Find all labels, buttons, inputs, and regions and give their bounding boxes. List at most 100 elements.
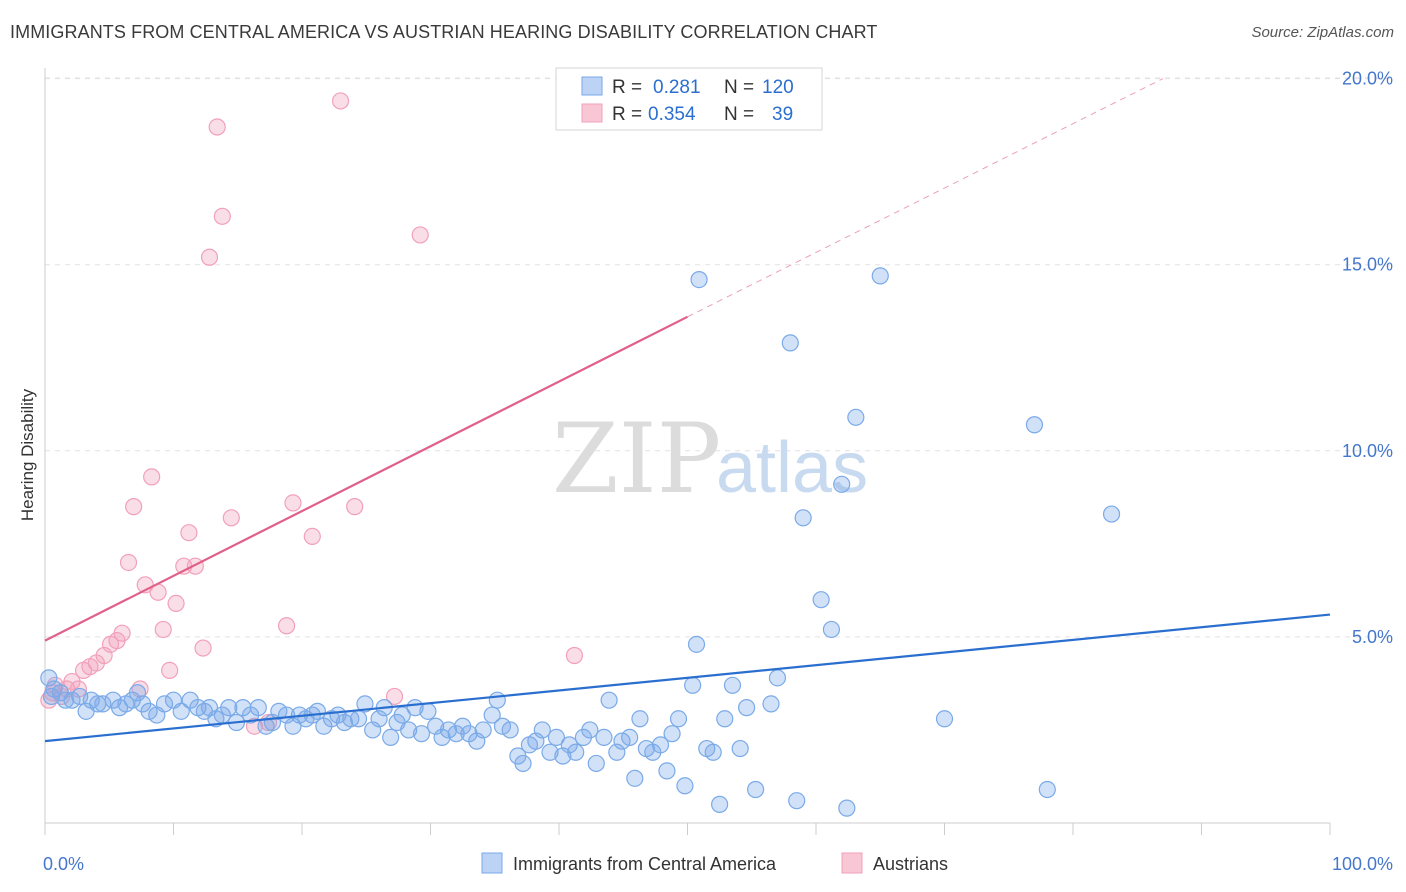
central-america-point-10 (94, 695, 112, 713)
tick-labels: 5.0% 10.0% 15.0% 20.0% 0.0% 100.0% (43, 69, 1393, 874)
central-america-point-114 (812, 591, 830, 609)
austrians-point-30 (222, 509, 240, 527)
grid-lines (45, 77, 1390, 638)
austrians-point-36 (331, 92, 350, 110)
x-tick-label-1: 100.0% (1332, 854, 1393, 874)
central-america-point-50 (370, 710, 388, 728)
central-america-point-66 (474, 721, 492, 739)
central-america-point-122 (1038, 780, 1056, 799)
central-america-point-119 (871, 267, 889, 285)
central-america-point-95 (663, 725, 681, 743)
central-america-point-94 (658, 762, 676, 780)
central-america-trend-line (44, 613, 1331, 743)
central-america-point-4 (56, 691, 75, 709)
austrians-point-27 (200, 248, 219, 266)
austrians-point-21 (161, 661, 179, 680)
central-america-point-110 (768, 669, 787, 687)
austrians-point-22 (167, 594, 185, 613)
axes (44, 68, 1331, 835)
central-america-point-83 (587, 754, 605, 773)
central-america-point-90 (631, 710, 649, 728)
austrians-point-34 (284, 494, 302, 512)
central-america-point-104 (716, 710, 734, 728)
central-america-point-106 (731, 739, 749, 758)
austrians-point-20 (154, 620, 172, 639)
central-america-point-100 (690, 270, 708, 289)
bottom-legend-label-1: Immigrants from Central America (513, 854, 777, 874)
central-america-point-82 (581, 721, 599, 739)
central-america-point-32 (249, 699, 267, 717)
central-america-point-116 (833, 475, 851, 493)
central-america-point-55 (400, 721, 418, 739)
central-america-point-0 (40, 669, 58, 687)
y-tick-label-0: 5.0% (1352, 627, 1393, 647)
austrians-point-13 (113, 624, 131, 642)
watermark-zip: ZIP (552, 403, 721, 515)
central-america-point-117 (838, 799, 856, 817)
central-america-point-28 (220, 699, 238, 717)
y-tick-label-2: 15.0% (1342, 255, 1393, 275)
central-america-point-48 (356, 695, 374, 713)
central-america-point-70 (501, 721, 519, 739)
austrians-point-29 (213, 207, 231, 225)
austrians-point-18 (143, 468, 161, 486)
austrians-point-25 (186, 557, 204, 575)
bottom-legend-label-2: Austrians (873, 854, 948, 874)
central-america-point-112 (788, 792, 806, 810)
y-tick-label-1: 10.0% (1342, 441, 1393, 461)
austrians-point-39 (411, 226, 429, 244)
central-america-point-111 (781, 334, 799, 352)
central-america-point-109 (762, 695, 780, 713)
central-america-point-97 (676, 777, 694, 795)
central-america-point-113 (794, 509, 812, 527)
central-america-point-76 (541, 743, 559, 761)
legend-r-value-1: 0.281 (653, 77, 701, 98)
central-america-point-93 (651, 736, 670, 754)
central-america-point-120 (935, 710, 954, 728)
central-america-point-99 (687, 635, 706, 653)
central-america-point-19 (155, 695, 174, 713)
chart-title: IMMIGRANTS FROM CENTRAL AMERICA VS AUSTR… (10, 22, 878, 42)
bottom-legend-swatch-blue (481, 852, 503, 874)
austrians-trend-extension (687, 78, 1164, 318)
central-america-point-115 (822, 620, 841, 639)
legend-r-value-2: 0.354 (648, 104, 696, 125)
central-america-point-105 (723, 676, 742, 694)
watermark: ZIP atlas (552, 403, 868, 515)
central-america-point-121 (1025, 416, 1044, 434)
austrians-point-28 (208, 118, 226, 136)
central-america-point-89 (626, 769, 644, 787)
austrians-point-26 (194, 639, 212, 657)
central-america-point-107 (738, 699, 756, 717)
central-america-point-15 (128, 684, 147, 702)
x-tick-label-0: 0.0% (43, 854, 84, 874)
legend-n-label-1: N = (724, 77, 754, 98)
series-legend: Immigrants from Central America Austrian… (481, 852, 948, 874)
central-america-point-88 (621, 728, 639, 746)
central-america-point-72 (514, 754, 532, 773)
legend-n-value-2: 39 (772, 104, 793, 125)
legend-swatch-blue (581, 76, 603, 96)
bottom-legend-swatch-pink (841, 852, 863, 874)
central-america-point-86 (608, 743, 626, 761)
austrians-point-38 (385, 687, 404, 706)
austrians-point-14 (119, 553, 138, 572)
austrians-point-33 (277, 617, 296, 635)
y-axis-label: Hearing Disability (18, 388, 37, 521)
central-america-point-102 (704, 743, 722, 761)
austrians-point-40 (565, 646, 584, 665)
central-america-point-96 (669, 710, 688, 728)
central-america-point-123 (1102, 505, 1121, 523)
central-america-point-103 (711, 795, 729, 813)
austrians-point-35 (303, 527, 321, 546)
trend-lines (44, 78, 1331, 743)
central-america-point-75 (533, 721, 551, 739)
central-america-point-58 (419, 702, 437, 720)
austrians-point-15 (125, 498, 143, 516)
austrians-trend-line (44, 315, 688, 642)
central-america-point-41 (308, 702, 327, 720)
central-america-point-77 (547, 728, 566, 746)
central-america-point-47 (349, 710, 368, 728)
central-america-point-21 (172, 702, 190, 720)
central-america-point-57 (412, 725, 431, 743)
